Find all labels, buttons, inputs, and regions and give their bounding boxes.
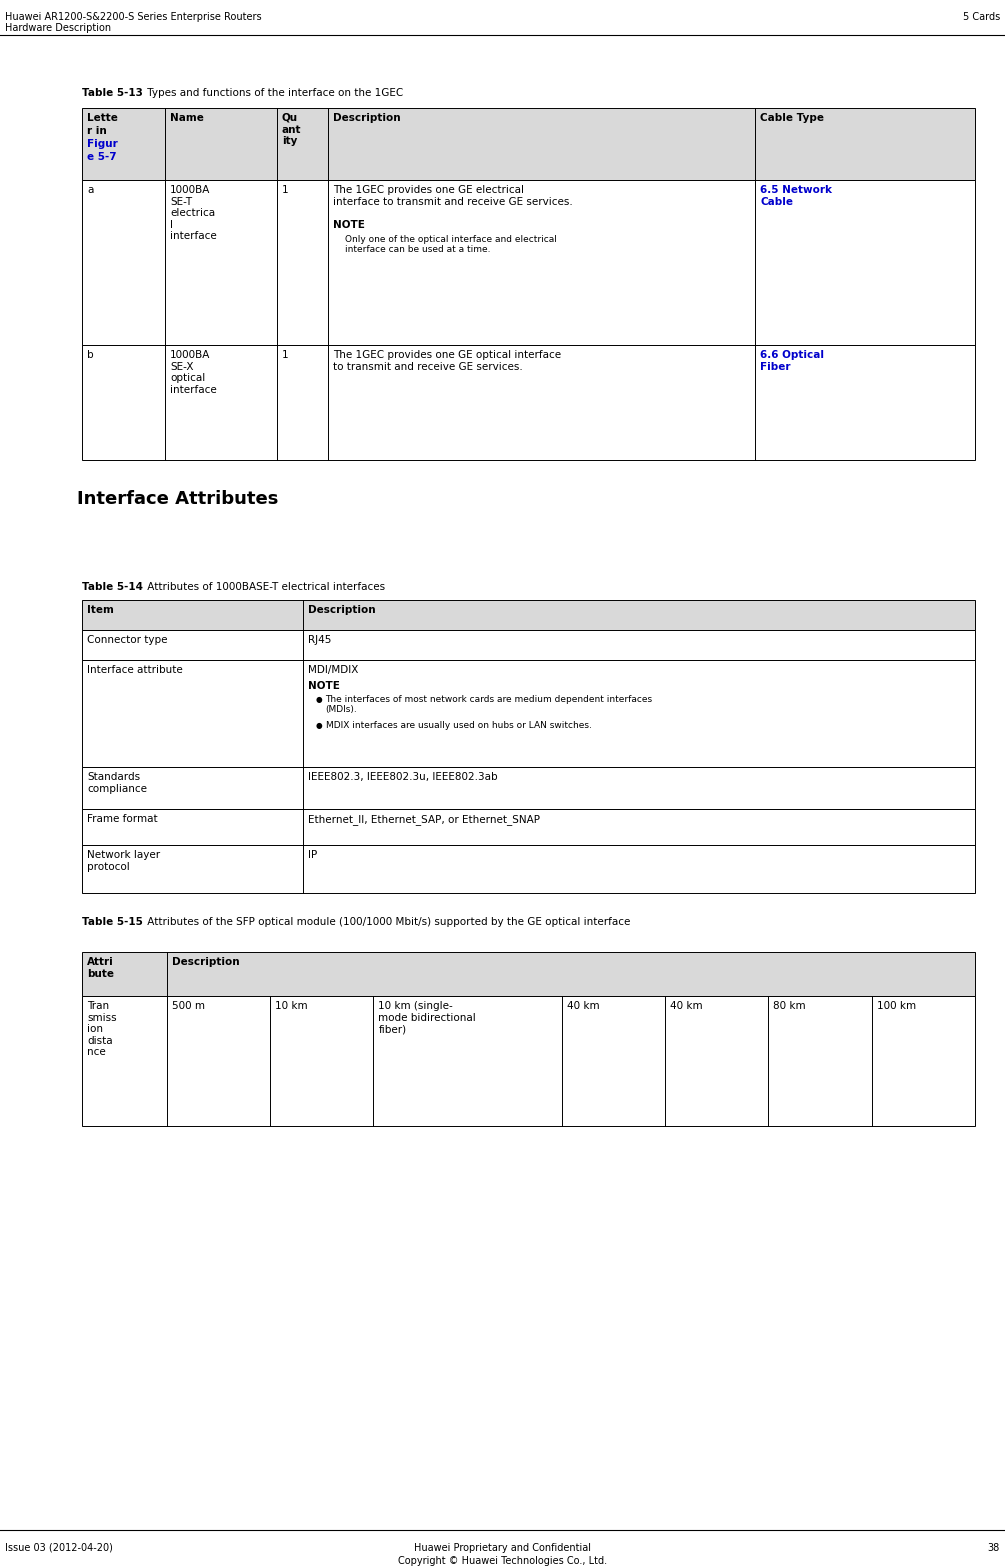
Text: 6.6 Optical
Fiber: 6.6 Optical Fiber — [761, 349, 824, 371]
Text: Item: Item — [87, 605, 114, 614]
Text: Types and functions of the interface on the 1GEC: Types and functions of the interface on … — [144, 88, 403, 99]
Text: Tran
smiss
ion
dista
nce: Tran smiss ion dista nce — [87, 1001, 117, 1058]
Bar — [82, 997, 975, 1127]
Bar — [82, 845, 975, 893]
Text: Lette: Lette — [87, 113, 118, 122]
Text: Attributes of 1000BASE-T electrical interfaces: Attributes of 1000BASE-T electrical inte… — [144, 581, 385, 592]
Text: MDI/MDIX: MDI/MDIX — [308, 664, 358, 675]
Text: Qu
ant
ity: Qu ant ity — [281, 113, 302, 146]
Text: Issue 03 (2012-04-20): Issue 03 (2012-04-20) — [5, 1543, 113, 1553]
Bar — [82, 630, 975, 660]
Bar — [82, 180, 975, 345]
Text: Attributes of the SFP optical module (100/1000 Mbit/s) supported by the GE optic: Attributes of the SFP optical module (10… — [144, 917, 630, 928]
Bar — [82, 345, 975, 461]
Text: 10 km (single-
mode bidirectional
fiber): 10 km (single- mode bidirectional fiber) — [378, 1001, 476, 1034]
Text: IEEE802.3, IEEE802.3u, IEEE802.3ab: IEEE802.3, IEEE802.3u, IEEE802.3ab — [308, 773, 497, 782]
Text: r in: r in — [87, 125, 107, 136]
Text: Table 5-14: Table 5-14 — [82, 581, 143, 592]
Text: 40 km: 40 km — [567, 1001, 600, 1011]
Text: Description: Description — [308, 605, 375, 614]
Text: Huawei AR1200-S&2200-S Series Enterprise Routers: Huawei AR1200-S&2200-S Series Enterprise… — [5, 13, 261, 22]
Text: 10 km: 10 km — [275, 1001, 308, 1011]
Bar — [82, 660, 975, 766]
Text: a: a — [87, 185, 93, 194]
Text: 80 km: 80 km — [774, 1001, 806, 1011]
Text: Network layer
protocol: Network layer protocol — [87, 849, 160, 871]
Text: 40 km: 40 km — [670, 1001, 702, 1011]
Text: b: b — [87, 349, 93, 360]
Text: 1: 1 — [281, 185, 288, 194]
Bar — [82, 809, 975, 845]
Text: Table 5-15: Table 5-15 — [82, 917, 143, 928]
Text: 6.5 Network
Cable: 6.5 Network Cable — [761, 185, 832, 207]
Text: IP: IP — [308, 849, 317, 860]
Text: 500 m: 500 m — [172, 1001, 205, 1011]
Bar — [82, 766, 975, 809]
Text: ●: ● — [316, 721, 323, 730]
Text: Connector type: Connector type — [87, 635, 168, 646]
Text: Hardware Description: Hardware Description — [5, 24, 112, 33]
Text: Description: Description — [334, 113, 401, 122]
Text: NOTE: NOTE — [334, 219, 366, 230]
Text: MDIX interfaces are usually used on hubs or LAN switches.: MDIX interfaces are usually used on hubs… — [326, 721, 592, 730]
Text: The interfaces of most network cards are medium dependent interfaces
(MDIs).: The interfaces of most network cards are… — [326, 696, 652, 715]
Bar — [82, 600, 975, 630]
Text: NOTE: NOTE — [308, 682, 340, 691]
Text: 38: 38 — [988, 1543, 1000, 1553]
Text: 1000BA
SE-T
electrica
l
interface: 1000BA SE-T electrica l interface — [170, 185, 217, 241]
Text: Description: Description — [172, 957, 239, 967]
Text: Interface attribute: Interface attribute — [87, 664, 183, 675]
Text: Standards
compliance: Standards compliance — [87, 773, 147, 793]
Text: Ethernet_II, Ethernet_SAP, or Ethernet_SNAP: Ethernet_II, Ethernet_SAP, or Ethernet_S… — [308, 813, 540, 824]
Text: Name: Name — [170, 113, 204, 122]
Text: Copyright © Huawei Technologies Co., Ltd.: Copyright © Huawei Technologies Co., Ltd… — [398, 1556, 607, 1565]
Text: Frame format: Frame format — [87, 813, 158, 824]
Text: RJ45: RJ45 — [308, 635, 331, 646]
Text: Attri
bute: Attri bute — [87, 957, 114, 979]
Text: 1000BA
SE-X
optical
interface: 1000BA SE-X optical interface — [170, 349, 217, 395]
Text: 1: 1 — [281, 349, 288, 360]
Text: e 5-7: e 5-7 — [87, 152, 117, 161]
Bar — [82, 953, 975, 997]
Bar — [82, 108, 975, 180]
Text: The 1GEC provides one GE electrical
interface to transmit and receive GE service: The 1GEC provides one GE electrical inte… — [334, 185, 573, 207]
Text: Table 5-13: Table 5-13 — [82, 88, 143, 99]
Text: ●: ● — [316, 696, 323, 704]
Text: 5 Cards: 5 Cards — [963, 13, 1000, 22]
Text: 100 km: 100 km — [876, 1001, 916, 1011]
Text: Interface Attributes: Interface Attributes — [77, 490, 278, 508]
Text: Only one of the optical interface and electrical
interface can be used at a time: Only one of the optical interface and el… — [346, 235, 558, 254]
Text: Huawei Proprietary and Confidential: Huawei Proprietary and Confidential — [414, 1543, 591, 1553]
Text: Cable Type: Cable Type — [761, 113, 824, 122]
Text: Figur: Figur — [87, 139, 118, 149]
Text: The 1GEC provides one GE optical interface
to transmit and receive GE services.: The 1GEC provides one GE optical interfa… — [334, 349, 562, 371]
